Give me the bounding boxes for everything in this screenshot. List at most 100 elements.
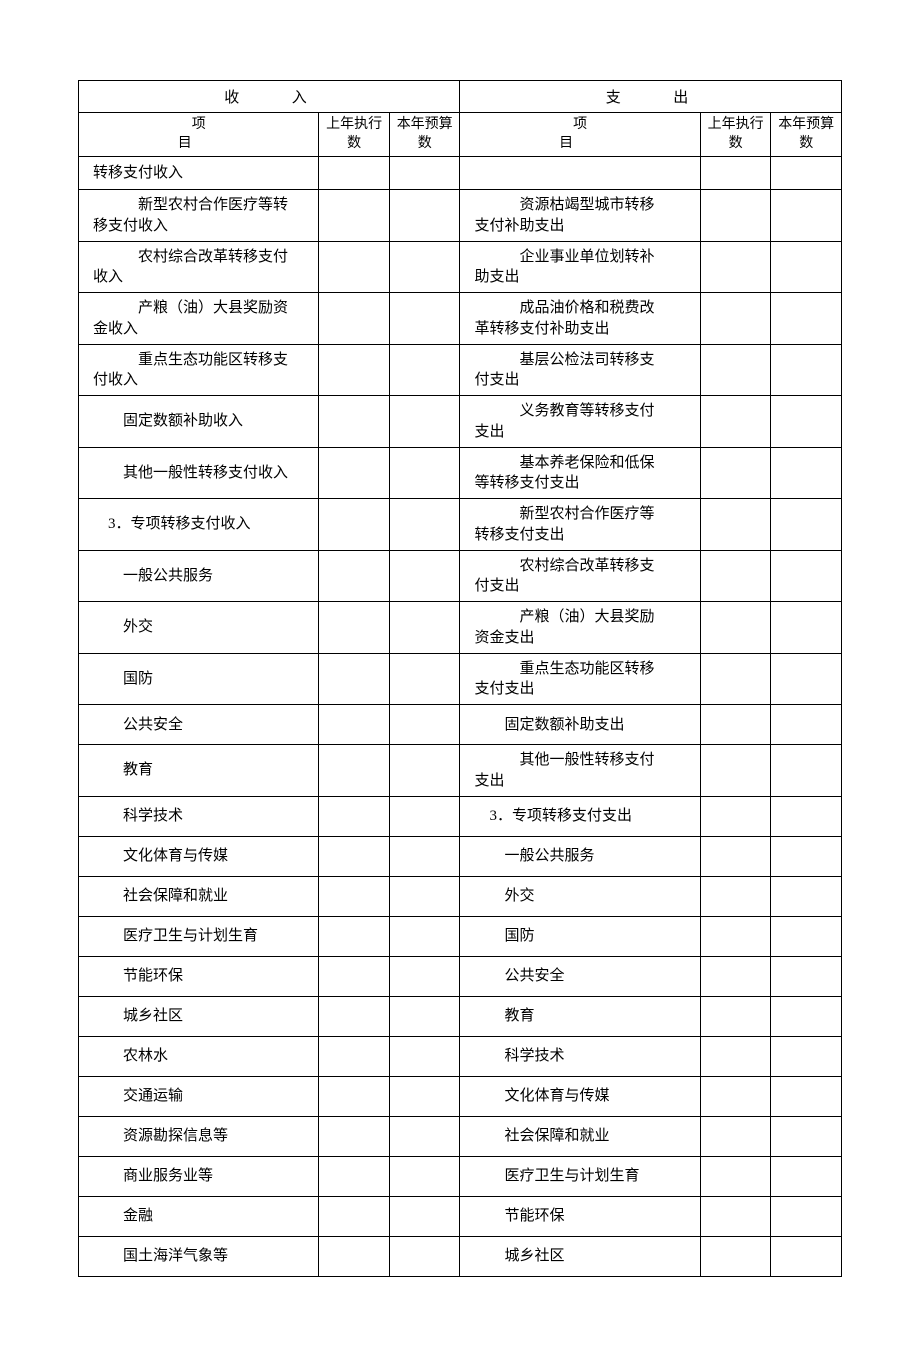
- cell-line: 支出: [474, 771, 691, 791]
- table-cell: 转移支付收入: [79, 157, 319, 190]
- num-cell: [319, 745, 390, 797]
- table-row: 金融节能环保: [79, 1196, 842, 1236]
- table-cell: 义务教育等转移支付支出: [460, 396, 700, 448]
- table-cell: 产粮（油）大县奖励资金支出: [460, 602, 700, 654]
- table-row: 科学技术 3．专项转移支付支出: [79, 796, 842, 836]
- num-cell: [700, 602, 771, 654]
- num-cell: [319, 1036, 390, 1076]
- num-cell: [700, 190, 771, 242]
- num-cell: [700, 1076, 771, 1116]
- cell-line: 产粮（油）大县奖励资: [93, 298, 310, 318]
- table-cell: 国防: [460, 916, 700, 956]
- num-cell: [389, 745, 460, 797]
- cell-line: 农村综合改革转移支: [474, 556, 691, 576]
- table-cell: 农村综合改革转移支付收入: [79, 241, 319, 293]
- table-cell: 固定数额补助支出: [460, 705, 700, 745]
- num-cell: [319, 1116, 390, 1156]
- table-cell: 3．专项转移支付支出: [460, 796, 700, 836]
- table-cell: 国防: [79, 653, 319, 705]
- num-cell: [389, 996, 460, 1036]
- num-cell: [319, 157, 390, 190]
- num-cell: [700, 1116, 771, 1156]
- table-cell: 城乡社区: [460, 1236, 700, 1276]
- num-cell: [700, 796, 771, 836]
- num-cell: [319, 447, 390, 499]
- num-cell: [319, 705, 390, 745]
- table-cell: 教育: [460, 996, 700, 1036]
- cell-line: 义务教育等转移支付: [474, 401, 691, 421]
- cell-line: 支付补助支出: [474, 216, 691, 236]
- cell-line: 转移支付支出: [474, 525, 691, 545]
- table-cell: 节能环保: [79, 956, 319, 996]
- table-row: 交通运输文化体育与传媒: [79, 1076, 842, 1116]
- cell-line: 付收入: [93, 370, 310, 390]
- num-cell: [771, 157, 842, 190]
- table-cell: 3．专项转移支付收入: [79, 499, 319, 551]
- header-prev-right: 上年执行数: [700, 113, 771, 157]
- num-cell: [319, 1156, 390, 1196]
- table-cell: 医疗卫生与计划生育: [460, 1156, 700, 1196]
- table-cell: 社会保障和就业: [460, 1116, 700, 1156]
- num-cell: [319, 956, 390, 996]
- table-cell: [460, 157, 700, 190]
- num-cell: [771, 602, 842, 654]
- table-row: 重点生态功能区转移支付收入 基层公检法司转移支付支出: [79, 344, 842, 396]
- table-cell: 农村综合改革转移支付支出: [460, 550, 700, 602]
- num-cell: [771, 1076, 842, 1116]
- table-cell: 基层公检法司转移支付支出: [460, 344, 700, 396]
- num-cell: [700, 396, 771, 448]
- num-cell: [700, 996, 771, 1036]
- table-cell: 一般公共服务: [79, 550, 319, 602]
- num-cell: [389, 916, 460, 956]
- table-cell: 企业事业单位划转补助支出: [460, 241, 700, 293]
- num-cell: [700, 836, 771, 876]
- cell-line: 付支出: [474, 370, 691, 390]
- num-cell: [700, 157, 771, 190]
- num-cell: [700, 1156, 771, 1196]
- num-cell: [389, 190, 460, 242]
- budget-table: 收 入 支 出 项 目 上年执行数 本年预算数 项 目 上年执行数 本年预算数 …: [78, 80, 842, 1277]
- cell-line: 基本养老保险和低保: [474, 453, 691, 473]
- num-cell: [700, 550, 771, 602]
- num-cell: [700, 876, 771, 916]
- table-cell: 固定数额补助收入: [79, 396, 319, 448]
- table-cell: 节能环保: [460, 1196, 700, 1236]
- table-cell: 医疗卫生与计划生育: [79, 916, 319, 956]
- num-cell: [389, 157, 460, 190]
- num-cell: [319, 499, 390, 551]
- cell-line: 等转移支付支出: [474, 473, 691, 493]
- num-cell: [389, 876, 460, 916]
- num-cell: [771, 344, 842, 396]
- num-cell: [771, 1196, 842, 1236]
- table-cell: 交通运输: [79, 1076, 319, 1116]
- num-cell: [319, 1076, 390, 1116]
- table-cell: 产粮（油）大县奖励资金收入: [79, 293, 319, 345]
- num-cell: [319, 1236, 390, 1276]
- num-cell: [700, 447, 771, 499]
- num-cell: [771, 956, 842, 996]
- table-row: 农林水科学技术: [79, 1036, 842, 1076]
- cell-line: 支付支出: [474, 679, 691, 699]
- num-cell: [389, 602, 460, 654]
- table-cell: 文化体育与传媒: [79, 836, 319, 876]
- num-cell: [389, 705, 460, 745]
- num-cell: [389, 499, 460, 551]
- cell-line: 收入: [93, 267, 310, 287]
- num-cell: [389, 1156, 460, 1196]
- num-cell: [389, 241, 460, 293]
- table-row: 转移支付收入: [79, 157, 842, 190]
- num-cell: [700, 1196, 771, 1236]
- table-cell: 资源枯竭型城市转移支付补助支出: [460, 190, 700, 242]
- cell-line: 付支出: [474, 576, 691, 596]
- num-cell: [389, 344, 460, 396]
- table-row: 产粮（油）大县奖励资金收入成品油价格和税费改革转移支付补助支出: [79, 293, 842, 345]
- num-cell: [700, 1036, 771, 1076]
- num-cell: [771, 1116, 842, 1156]
- table-cell: 其他一般性转移支付收入: [79, 447, 319, 499]
- num-cell: [771, 396, 842, 448]
- table-row: 医疗卫生与计划生育 国防: [79, 916, 842, 956]
- table-row: 教育其他一般性转移支付支出: [79, 745, 842, 797]
- header-row-1: 收 入 支 出: [79, 81, 842, 113]
- table-cell: 重点生态功能区转移支付收入: [79, 344, 319, 396]
- num-cell: [771, 447, 842, 499]
